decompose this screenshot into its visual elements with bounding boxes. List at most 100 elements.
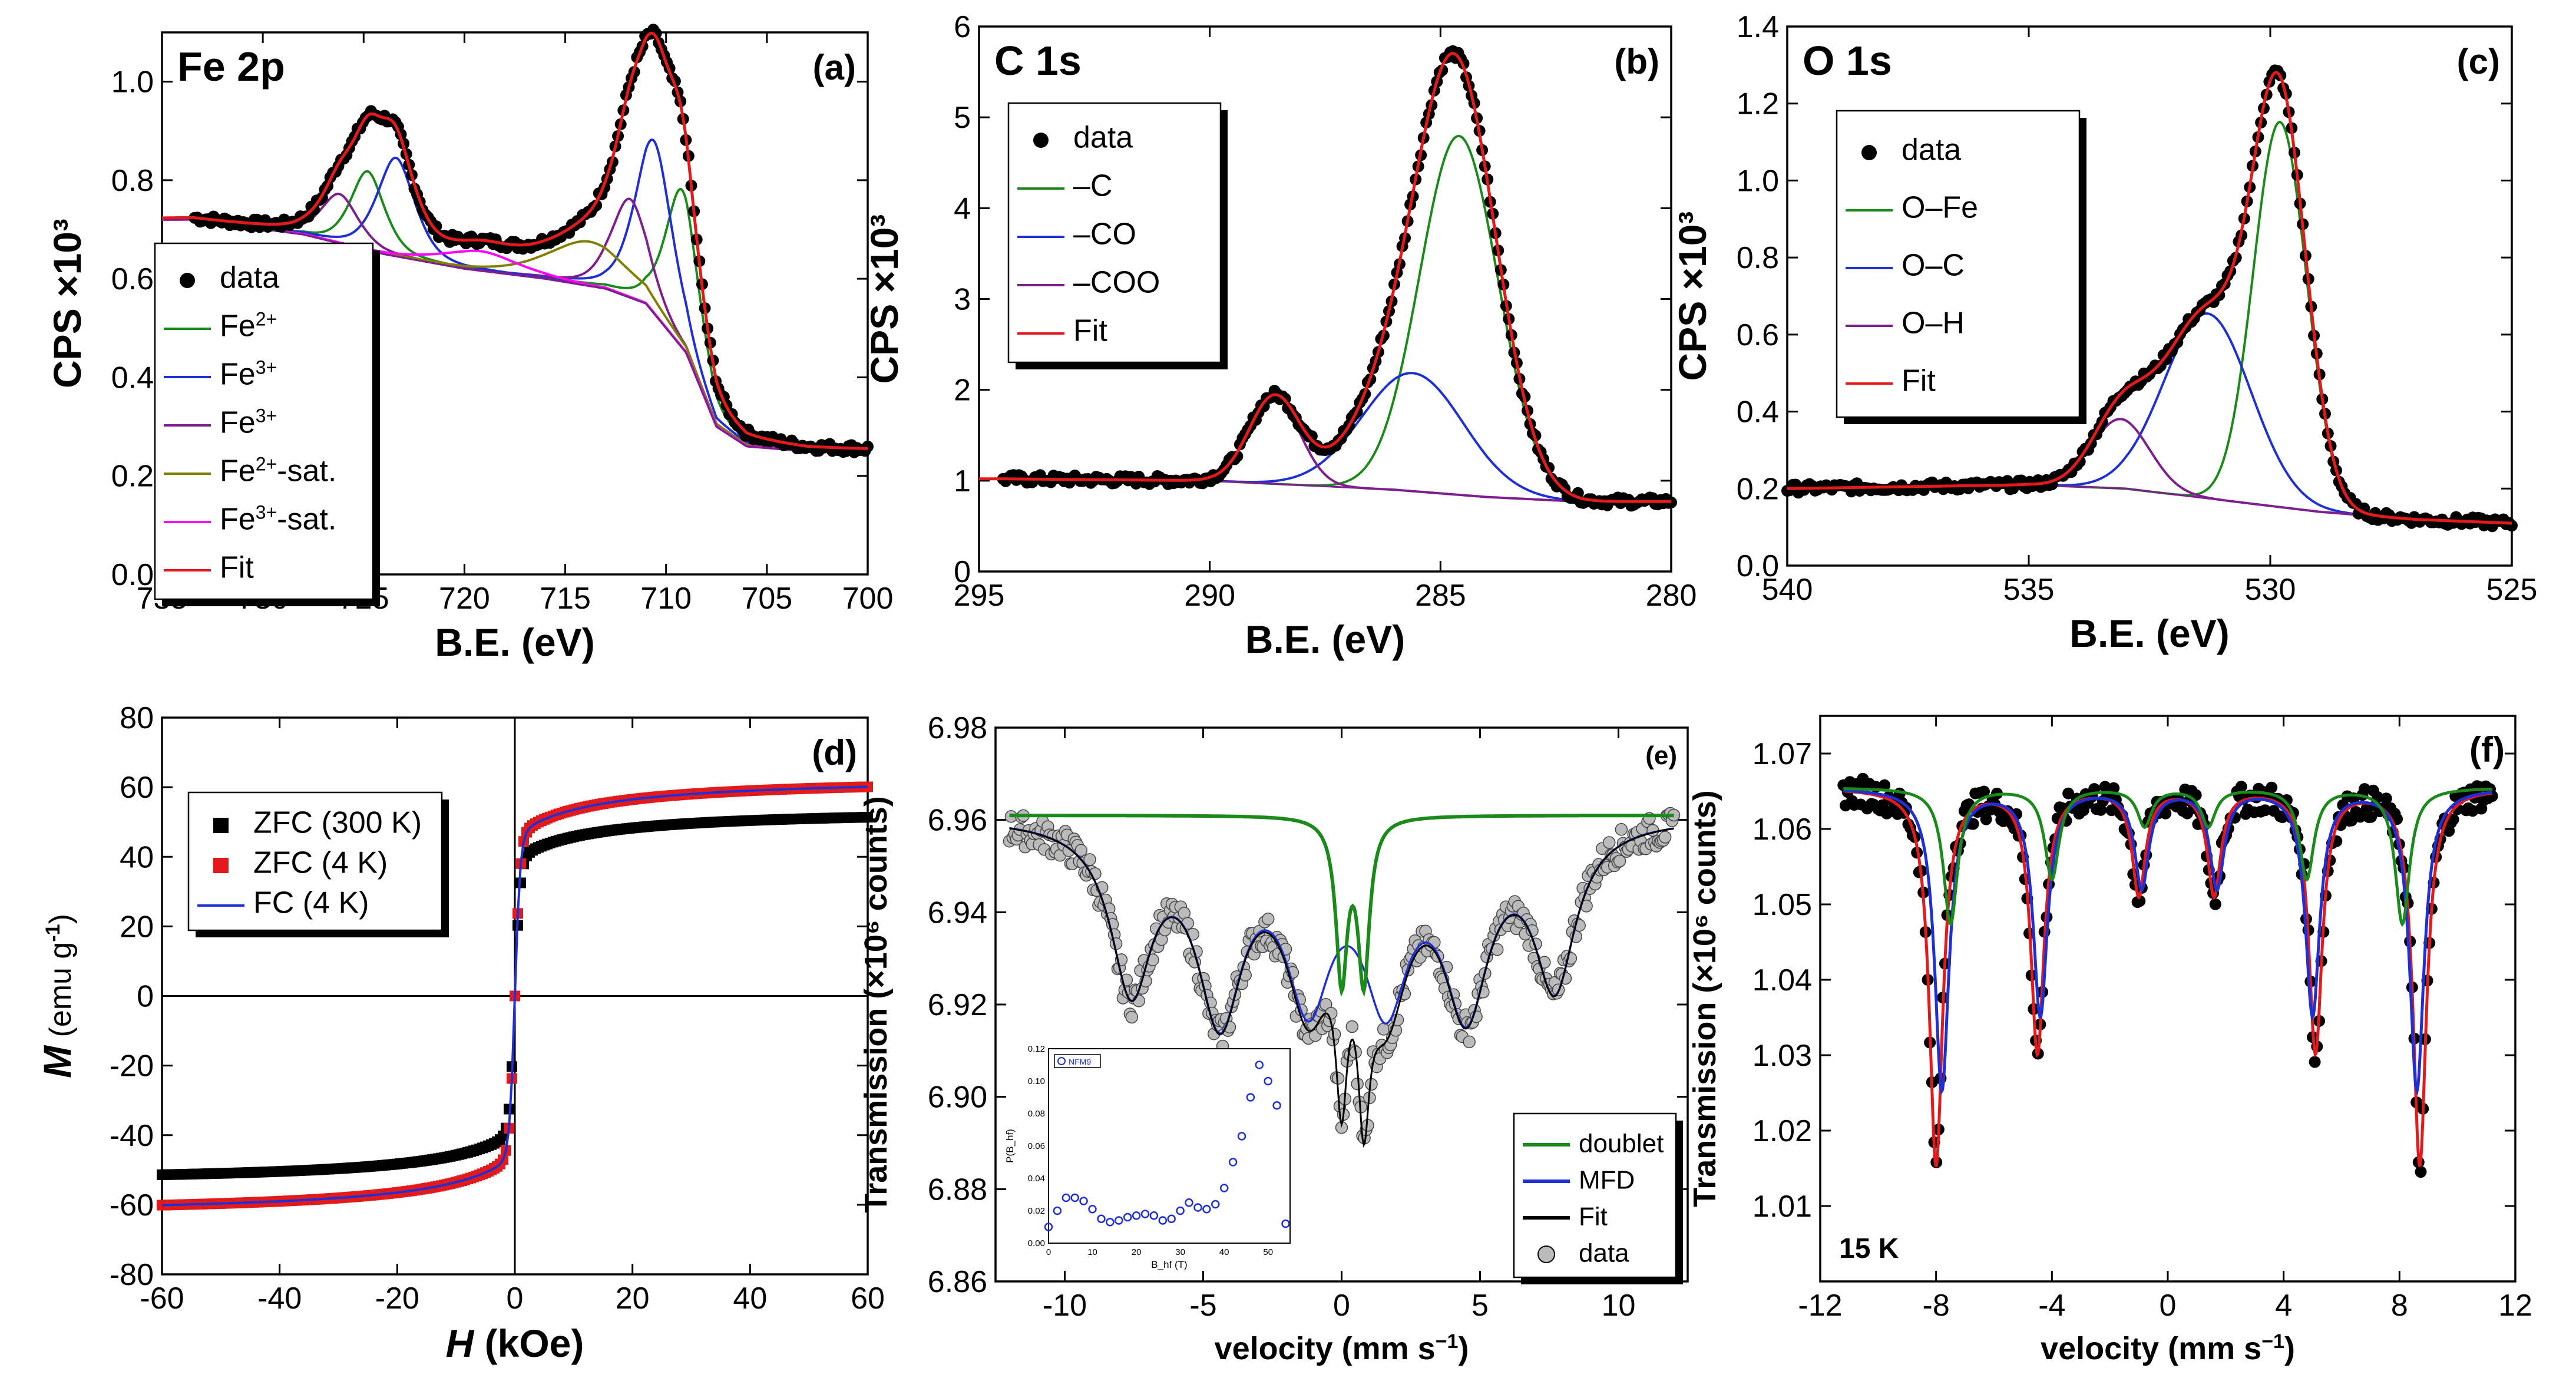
inset-x-tick-label: 30 [1175, 1247, 1185, 1257]
legend-label: O–Fe [1902, 190, 1978, 224]
data-point [2209, 898, 2221, 910]
x-tick-label: -12 [1798, 1289, 1842, 1323]
x-tick-label: 60 [851, 1281, 885, 1316]
y-tick-label: 6.98 [928, 711, 987, 745]
legend-label: FC (4 K) [253, 886, 369, 920]
data-square [862, 812, 873, 823]
y-axis-label: CPS ×10³ [1671, 212, 1714, 381]
inset-point [1167, 1214, 1176, 1224]
data-point [2062, 787, 2075, 799]
y-tick-label: 1.07 [1752, 737, 1812, 771]
inset-point [1176, 1206, 1185, 1215]
legend-marker-square [213, 818, 229, 833]
panel-e-mossbauer: -10 -5 0 5 10 6.86 6.88 6.90 6.92 6.94 6.96 6.98 (e)… [858, 711, 1689, 1366]
inset-point [1228, 1158, 1238, 1167]
data-point [1305, 430, 1318, 442]
data-point [2266, 781, 2278, 794]
inset-x-tick-label: 10 [1087, 1247, 1097, 1257]
y-tick-label: 0.6 [111, 262, 154, 296]
data-point [650, 27, 662, 39]
inset-y-tick-label: 0.00 [1028, 1238, 1045, 1248]
legend-label: data [1902, 133, 1961, 167]
inset-point [1088, 1205, 1097, 1214]
legend-label: Fe3+-sat. [220, 501, 336, 536]
inset-y-tick-label: 0.12 [1028, 1044, 1045, 1054]
x-tick-label: 280 [1646, 579, 1697, 613]
x-tick-label: 290 [1184, 579, 1235, 613]
inset-point [1123, 1212, 1132, 1222]
inset-point [1202, 1205, 1211, 1214]
y-tick-label: 2 [954, 374, 971, 408]
data-point [1967, 818, 1979, 830]
data-point [1879, 779, 1891, 791]
y-tick-label: 3 [954, 283, 971, 317]
x-tick-label: 0 [2160, 1289, 2177, 1323]
y-tick-label: 0.4 [1737, 395, 1779, 430]
inset-point [1237, 1132, 1246, 1141]
y-tick-label: -40 [110, 1119, 154, 1153]
data-circle [1377, 1023, 1390, 1036]
y-tick-label: 6.86 [928, 1265, 987, 1299]
x-tick-label: -20 [375, 1281, 419, 1316]
legend-marker-dot [180, 273, 195, 288]
fit-curve [1009, 827, 1674, 1148]
legend-label: MFD [1579, 1165, 1635, 1194]
data-circle [1658, 831, 1672, 844]
data-point [1978, 785, 1990, 798]
x-axis-label: velocity (mm s−1) [2041, 1330, 2295, 1366]
inset-point [1044, 1223, 1053, 1231]
y-tick-label: -80 [110, 1258, 154, 1292]
inset-x-tick-label: 40 [1219, 1247, 1229, 1257]
x-tick-label: 700 [842, 582, 894, 616]
data-point [2380, 792, 2392, 805]
inset-point [1211, 1200, 1220, 1209]
y-tick-label: 0 [954, 555, 971, 589]
y-tick-label: 80 [120, 701, 154, 735]
legend-marker-circle [1537, 1245, 1555, 1263]
legend-label: –C [1073, 169, 1112, 203]
fit-curve [979, 52, 1671, 503]
legend-label: Fit [1579, 1202, 1608, 1231]
y-tick-label: 1.4 [1737, 10, 1779, 44]
panel-a-fe2p: 7357307257207157107057000.00.20.40.60.81… [45, 24, 893, 664]
inset-point [1193, 1203, 1202, 1212]
y-axis-label: M (emu g-1) [35, 914, 79, 1078]
legend-label: data [220, 260, 279, 295]
inset-point [1149, 1211, 1159, 1220]
temperature-annotation: 15 K [1839, 1233, 1899, 1264]
x-axis-label: B.E. (eV) [2069, 612, 2229, 655]
y-tick-label: 0 [137, 980, 154, 1014]
data-point [2506, 520, 2518, 532]
x-tick-label: 295 [954, 579, 1005, 613]
y-tick-label: 1 [954, 464, 971, 498]
inset-point [1053, 1206, 1062, 1215]
inset-legend-box [1054, 1054, 1101, 1068]
x-axis-label: B.E. (eV) [1245, 617, 1405, 661]
data-point [2365, 811, 2377, 823]
inset-x-tick-label: 20 [1132, 1247, 1142, 1257]
legend-label: O–C [1902, 248, 1965, 282]
y-tick-label: 6.96 [928, 804, 987, 838]
inset-x-tick-label: 50 [1263, 1247, 1273, 1257]
fit-curve [162, 31, 868, 450]
plot-frame [1786, 25, 2513, 567]
y-axis-label: Transmission (×10⁶ counts) [858, 796, 894, 1213]
y-tick-label: 6.90 [928, 1081, 987, 1115]
x-axis-label: velocity (mm s−1) [1215, 1330, 1469, 1366]
data-point [2108, 782, 2120, 794]
x-tick-label: 540 [1762, 573, 1813, 607]
legend-label: doublet [1579, 1129, 1664, 1158]
data-point [2447, 813, 2459, 825]
legend-label: O–H [1902, 306, 1965, 340]
x-tick-label: 710 [640, 582, 692, 616]
data-point [2259, 804, 2271, 817]
data-point [2309, 1056, 2321, 1068]
data-point [2354, 811, 2366, 823]
x-tick-label: 20 [616, 1281, 650, 1316]
y-tick-label: 1.06 [1752, 812, 1812, 847]
x-tick-label: 4 [2275, 1289, 2292, 1323]
data-circle [1074, 844, 1087, 857]
legend-label: ZFC (300 K) [253, 805, 422, 840]
y-tick-label: 0.6 [1737, 318, 1779, 352]
